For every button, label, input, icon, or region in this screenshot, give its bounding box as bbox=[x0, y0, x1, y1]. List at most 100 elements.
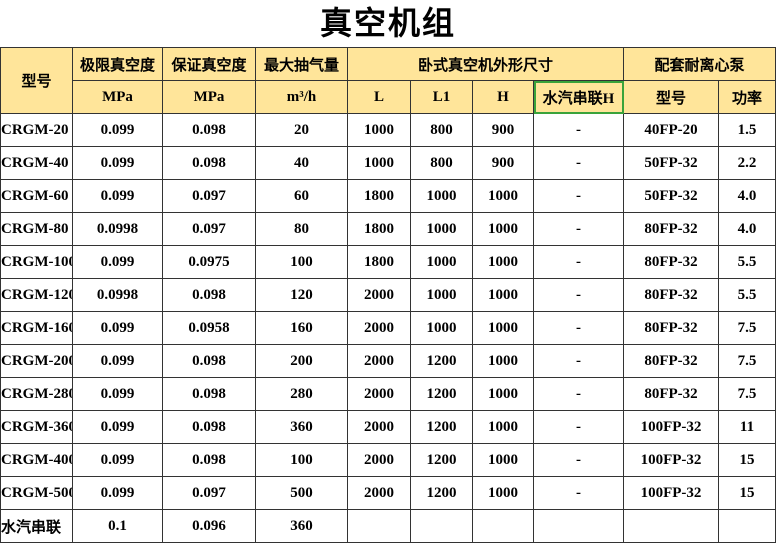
table-row: CRGM-20 0.099 0.098 20 1000 800 900-40FP-20 1.5 bbox=[0, 113, 776, 147]
header-cell: L1 bbox=[410, 80, 473, 114]
table-cell: 0.0958 bbox=[162, 311, 256, 345]
table-cell: 1000 bbox=[347, 113, 411, 147]
table-cell: 2000 bbox=[347, 410, 411, 444]
table-cell: 0.099 bbox=[72, 377, 163, 411]
table-row: CRGM-80 0.0998 0.097 80 1800 1000 1000-80FP-32… bbox=[0, 212, 776, 246]
table-cell: 1200 bbox=[410, 476, 473, 510]
table-cell: 1000 bbox=[472, 179, 534, 213]
table-cell: 2000 bbox=[347, 278, 411, 312]
table-cell: 0.099 bbox=[72, 344, 163, 378]
table-cell: 0.098 bbox=[162, 146, 256, 180]
table-cell: 1000 bbox=[472, 278, 534, 312]
table-cell: 360 bbox=[255, 509, 348, 543]
table-cell: 500 bbox=[255, 476, 348, 510]
table-cell: 0.099 bbox=[72, 179, 163, 213]
table-cell: 0.098 bbox=[162, 344, 256, 378]
table-cell: 0.099 bbox=[72, 476, 163, 510]
table-cell: 80FP-32 bbox=[623, 278, 720, 312]
table-cell: 0.098 bbox=[162, 377, 256, 411]
table-row: CRGM-400 0.099 0.098 100 2000 1200 1000-100FP-… bbox=[0, 443, 776, 477]
table-row: CRGM-200 0.099 0.098 200 2000 1200 1000-80FP-3… bbox=[0, 344, 776, 378]
table-cell: - bbox=[532, 179, 625, 213]
table-cell: 0.1 bbox=[72, 509, 163, 543]
table-cell: CRGM-400 bbox=[0, 443, 73, 477]
table-cell: 80FP-32 bbox=[623, 245, 720, 279]
table-cell: 80FP-32 bbox=[623, 377, 720, 411]
table-cell: 0.098 bbox=[162, 410, 256, 444]
table-cell: 40FP-20 bbox=[623, 113, 720, 147]
table-cell: 1200 bbox=[410, 410, 473, 444]
table-cell: 0.098 bbox=[162, 113, 256, 147]
table-cell bbox=[718, 509, 776, 543]
table-cell: 50FP-32 bbox=[623, 146, 720, 180]
table-cell: - bbox=[532, 212, 625, 246]
table-cell: 0.099 bbox=[72, 443, 163, 477]
table-row: CRGM-100 0.099 0.0975 100 1800 1000 1000-80FP-… bbox=[0, 245, 776, 279]
table-cell: - bbox=[532, 113, 625, 147]
table-cell: 1000 bbox=[472, 410, 534, 444]
table-cell: 800 bbox=[410, 146, 473, 180]
header-cell: 功率 bbox=[718, 80, 776, 114]
table-cell: 0.099 bbox=[72, 311, 163, 345]
header-cell: MPa bbox=[162, 80, 256, 114]
table-cell: 1000 bbox=[472, 212, 534, 246]
table-cell: 0.099 bbox=[72, 113, 163, 147]
table-cell: 1800 bbox=[347, 179, 411, 213]
table-cell: 0.099 bbox=[72, 146, 163, 180]
table-cell: 80 bbox=[255, 212, 348, 246]
table-cell: CRGM-500 bbox=[0, 476, 73, 510]
table-cell: 280 bbox=[255, 377, 348, 411]
table-cell: 100 bbox=[255, 443, 348, 477]
table-cell: 100 bbox=[255, 245, 348, 279]
table-cell: 7.5 bbox=[718, 377, 776, 411]
table-cell: 1000 bbox=[472, 377, 534, 411]
table-cell: 4.0 bbox=[718, 212, 776, 246]
table-header: 型号 极限真空度 保证真空度 最大抽气量 卧式真空机外形尺寸 配套耐离心泵 MP… bbox=[0, 47, 776, 114]
title: 真空机组 bbox=[319, 5, 456, 41]
table-cell: 0.0998 bbox=[72, 278, 163, 312]
table-cell: 1000 bbox=[410, 245, 473, 279]
header-cell: 卧式真空机外形尺寸 bbox=[346, 47, 625, 81]
table-cell: CRGM-80 bbox=[0, 212, 73, 246]
table-row: 水汽串联 0.1 0.096 360 bbox=[0, 509, 776, 543]
table-cell: 2000 bbox=[347, 311, 411, 345]
header-cell: 保证真空度 bbox=[162, 47, 256, 81]
header-row: 型号 极限真空度 保证真空度 最大抽气量 卧式真空机外形尺寸 配套耐离心泵 bbox=[0, 47, 776, 114]
table-cell: 1000 bbox=[347, 146, 411, 180]
table-cell: 1000 bbox=[472, 311, 534, 345]
table-cell: 100FP-32 bbox=[623, 443, 720, 477]
header-cell: m³/h bbox=[255, 80, 348, 114]
table-cell: 0.097 bbox=[162, 212, 256, 246]
table-cell: 1200 bbox=[410, 443, 473, 477]
header-cell: 最大抽气量 bbox=[255, 47, 348, 81]
table-cell: 1000 bbox=[472, 476, 534, 510]
header-cell: MPa bbox=[72, 80, 163, 114]
table-cell: 120 bbox=[255, 278, 348, 312]
table-row: CRGM-40 0.099 0.098 40 1000 800 900-50FP-32 2.2 bbox=[0, 146, 776, 180]
table-cell: 1000 bbox=[472, 344, 534, 378]
table-cell: 15 bbox=[718, 476, 776, 510]
table-cell: 900 bbox=[472, 146, 534, 180]
header-cell: 型号 bbox=[623, 80, 720, 114]
spec-table: 型号 极限真空度 保证真空度 最大抽气量 卧式真空机外形尺寸 配套耐离心泵 MP… bbox=[0, 47, 776, 543]
table-cell: 1000 bbox=[472, 245, 534, 279]
table-cell: CRGM-100 bbox=[0, 245, 73, 279]
table-cell bbox=[623, 509, 720, 543]
table-cell: - bbox=[532, 410, 625, 444]
header-cell: 配套耐离心泵 bbox=[623, 47, 776, 81]
table-cell: 1200 bbox=[410, 344, 473, 378]
table-cell bbox=[532, 509, 625, 543]
header-cell: 极限真空度 bbox=[72, 47, 163, 81]
table-cell: CRGM-360 bbox=[0, 410, 73, 444]
table-cell: 360 bbox=[255, 410, 348, 444]
table-row: CRGM-280 0.099 0.098 280 2000 1200 1000-80FP-3… bbox=[0, 377, 776, 411]
table-cell: 200 bbox=[255, 344, 348, 378]
table-cell: 4.0 bbox=[718, 179, 776, 213]
table-cell: 60 bbox=[255, 179, 348, 213]
table-cell: 0.097 bbox=[162, 476, 256, 510]
header-cell: L bbox=[347, 80, 411, 114]
table-cell: 0.097 bbox=[162, 179, 256, 213]
table-cell: - bbox=[532, 377, 625, 411]
table-cell: - bbox=[532, 476, 625, 510]
